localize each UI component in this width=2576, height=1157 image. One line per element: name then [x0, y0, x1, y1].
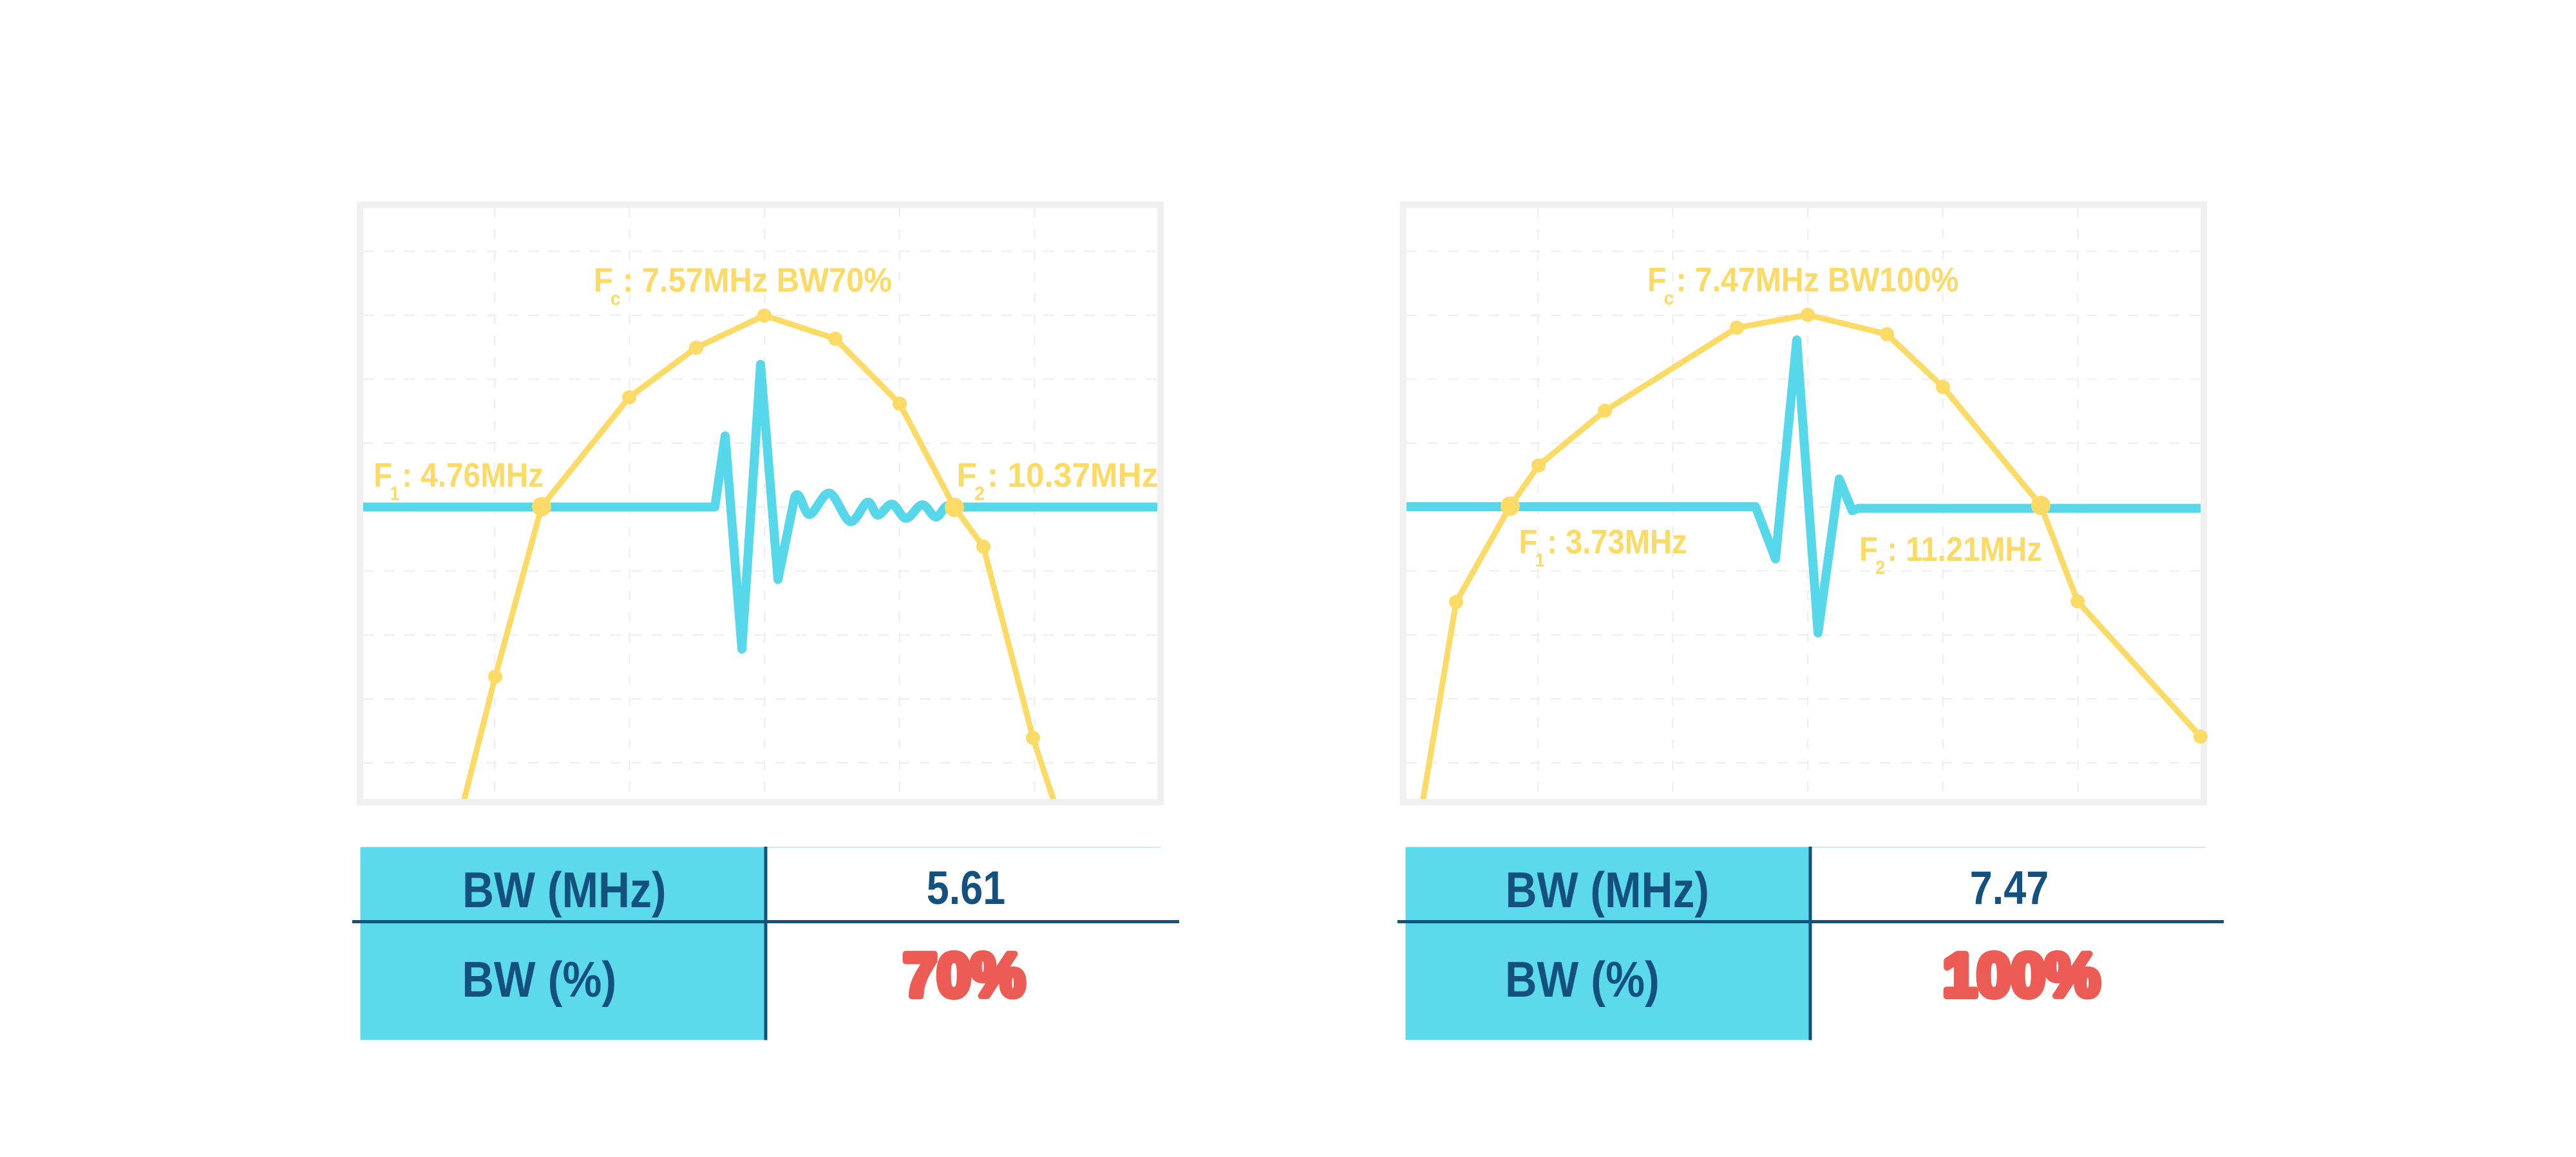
svg-text:BW (MHz): BW (MHz)	[1506, 863, 1710, 918]
svg-text:7.47: 7.47	[1970, 862, 2049, 914]
svg-text:BW (MHz): BW (MHz)	[462, 863, 667, 918]
svg-text:BW (%): BW (%)	[462, 952, 616, 1008]
svg-text:70%: 70%	[904, 941, 1025, 1010]
svg-text:100%: 100%	[1943, 941, 2100, 1010]
svg-text:5.61: 5.61	[927, 862, 1005, 914]
svg-text:BW (%): BW (%)	[1505, 952, 1660, 1008]
